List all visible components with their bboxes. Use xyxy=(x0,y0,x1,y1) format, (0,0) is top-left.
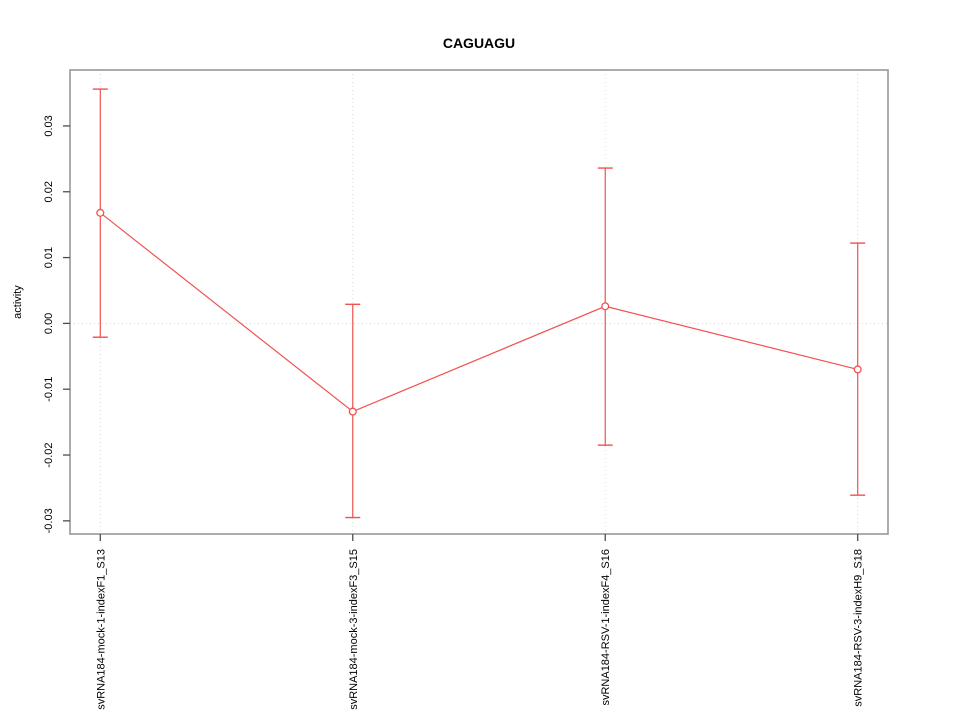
series-line xyxy=(99,212,858,413)
x-category-label: svRNA184-mock-1-indexF1_S13 xyxy=(95,549,107,710)
axis-layer: 0.03 0.02 0.01 0.00 -0.01 -0.02 -0.03 svRNA184-… xyxy=(43,115,865,710)
y-tick-label: -0.02 xyxy=(43,442,55,467)
chart-title: CAGUAGU xyxy=(443,35,515,51)
x-category-label: svRNA184-mock-3-indexF3_S15 xyxy=(348,549,360,710)
series-layer xyxy=(92,88,866,519)
data-point-marker xyxy=(853,365,862,374)
y-tick-label: -0.03 xyxy=(43,508,55,533)
data-point-marker xyxy=(601,302,610,311)
y-axis-title: activity xyxy=(12,285,24,319)
plot-frame-layer xyxy=(69,69,889,535)
x-category-label: svRNA184-RSV-1-indexF4_S16 xyxy=(600,549,612,706)
data-point-marker xyxy=(348,407,357,416)
y-tick-label: 0.03 xyxy=(43,115,55,136)
y-tick-label: 0.01 xyxy=(43,247,55,268)
x-category-label: svRNA184-RSV-3-indexH9_S18 xyxy=(853,549,865,707)
plot-box xyxy=(69,69,889,535)
grid-layer xyxy=(70,70,888,534)
y-tick-label: 0.02 xyxy=(43,181,55,202)
data-point-marker xyxy=(96,208,105,217)
y-tick-label: 0.00 xyxy=(43,313,55,334)
y-tick-label: -0.01 xyxy=(43,377,55,402)
